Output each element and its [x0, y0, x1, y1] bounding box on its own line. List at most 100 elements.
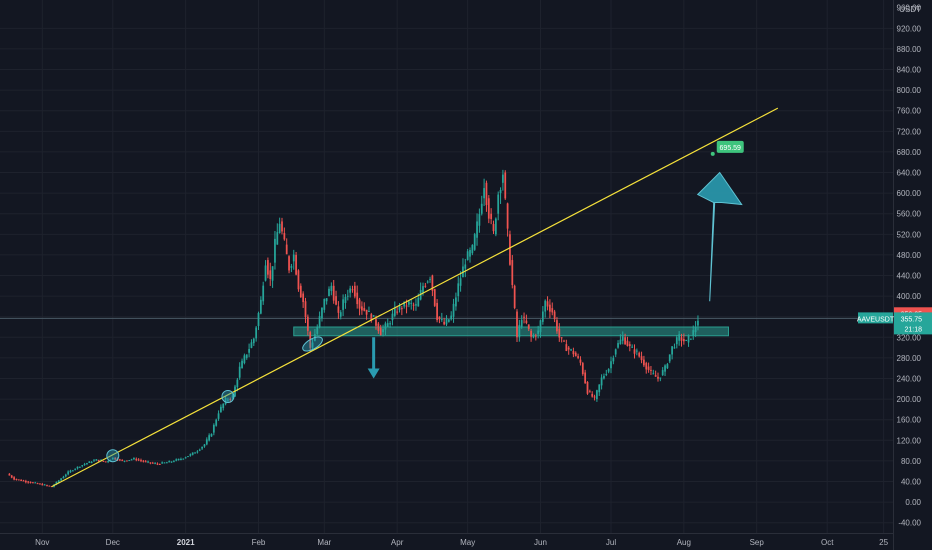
x-tick-label: Nov [35, 538, 49, 547]
y-tick-label: 760.00 [897, 107, 922, 116]
candle-body [353, 285, 356, 297]
candle-body [346, 295, 349, 297]
candle-body [525, 320, 528, 324]
candle-body [15, 478, 18, 480]
candle-body [565, 344, 568, 351]
y-tick-label: 520.00 [897, 230, 922, 239]
candle-body [605, 373, 608, 376]
candle-body [60, 478, 62, 481]
candle-body [177, 458, 180, 461]
candle-body [165, 462, 168, 464]
candle-body [57, 480, 60, 483]
candle-body [544, 300, 547, 312]
y-tick-label: 200.00 [897, 395, 922, 404]
candle-body [24, 480, 27, 483]
candle-body [682, 339, 685, 342]
candle-body [222, 403, 225, 409]
candle-body [588, 391, 591, 393]
candle-body [67, 471, 70, 475]
candle-body [168, 461, 171, 463]
candle-body [121, 460, 124, 462]
candle-body [668, 354, 671, 362]
candle-body [140, 460, 142, 462]
candle-body [210, 433, 213, 437]
candle-body [455, 297, 457, 307]
candle-body [276, 232, 279, 245]
candle-body [614, 349, 617, 355]
candle-body [417, 297, 420, 307]
candle-body [36, 483, 39, 485]
candle-body [502, 174, 504, 183]
candle-body [382, 329, 384, 333]
candle-body [504, 172, 507, 199]
candle-body [278, 223, 281, 234]
candle-body [22, 480, 25, 482]
candle-body [104, 461, 107, 463]
candle-body [466, 251, 469, 261]
candle-body [13, 477, 15, 480]
candle-body [111, 457, 114, 460]
candle-body [666, 364, 669, 369]
candle-body [480, 203, 483, 214]
candle-body [184, 457, 187, 459]
candle-body [182, 458, 185, 460]
candle-body [34, 482, 37, 484]
y-tick-label: 280.00 [897, 354, 922, 363]
candle-body [509, 234, 511, 265]
symbol-tag-label: AAVEUSDT [857, 316, 895, 323]
candle-body [396, 311, 399, 313]
candle-body [114, 457, 117, 460]
candle-body [685, 339, 688, 341]
candle-body [598, 384, 601, 393]
candle-body [499, 189, 502, 194]
candle-body [215, 419, 218, 426]
candle-body [523, 316, 525, 318]
candle-body [81, 465, 84, 467]
candle-body [546, 301, 549, 307]
candle-body [678, 334, 681, 341]
candle-body [41, 484, 44, 486]
candle-body [403, 301, 406, 307]
candle-body [257, 313, 260, 326]
candle-body [323, 298, 326, 310]
candle-body [617, 343, 619, 348]
x-tick-label: 2021 [177, 538, 195, 547]
candle-body [196, 451, 199, 453]
candle-body [426, 281, 429, 283]
candle-body [201, 446, 203, 449]
candle-body [591, 393, 594, 397]
y-tick-label: 920.00 [897, 24, 922, 33]
candle-body [306, 316, 309, 331]
candle-body [478, 214, 481, 226]
y-tick-label: -40.00 [898, 519, 921, 528]
candle-body [438, 316, 441, 320]
candle-body [530, 330, 532, 337]
candle-body [610, 361, 612, 369]
candle-body [377, 323, 380, 331]
candle-body [511, 260, 514, 286]
candle-body [596, 390, 598, 400]
candle-body [90, 462, 93, 464]
candle-body [130, 459, 133, 461]
candle-body [370, 314, 373, 321]
candle-body [102, 460, 105, 462]
candle-body [577, 356, 579, 358]
last-price-tag [894, 312, 932, 335]
candle-body [318, 316, 321, 328]
candle-body [687, 335, 690, 343]
candle-body [69, 470, 72, 473]
y-tick-label: 480.00 [897, 251, 922, 260]
candle-body [638, 352, 641, 357]
candle-body [149, 462, 152, 464]
candle-body [619, 339, 622, 345]
candle-body [335, 296, 337, 305]
countdown-label: 21:18 [904, 326, 922, 333]
support-zone [293, 326, 729, 337]
candle-body [450, 315, 453, 320]
currency-label: USDT [899, 5, 921, 14]
candle-body [440, 319, 443, 321]
candle-body [212, 424, 215, 433]
y-tick-label: 440.00 [897, 272, 922, 281]
candle-body [79, 466, 81, 468]
